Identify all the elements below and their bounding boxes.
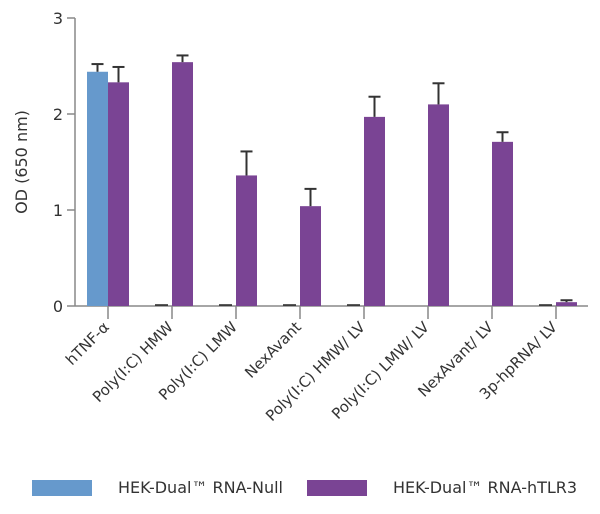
legend-swatch-null [32, 479, 92, 496]
bar-htlr3 [108, 82, 129, 306]
bar-htlr3 [300, 206, 321, 306]
y-axis-label: OD (650 nm) [12, 110, 31, 214]
x-tick-label: NexAvant [241, 318, 305, 382]
bar-htlr3 [428, 104, 449, 307]
legend-label-htlr3: HEK-Dual™ RNA-hTLR3 [393, 478, 578, 497]
y-tick-label: 3 [53, 9, 63, 28]
bar-htlr3 [172, 62, 193, 306]
bar-htlr3 [364, 116, 385, 306]
bar-htlr3 [236, 175, 257, 306]
legend-swatch-htlr3 [307, 479, 367, 496]
y-tick-label: 1 [53, 201, 63, 220]
legend-item-htlr3: HEK-Dual™ RNA-hTLR3 [307, 478, 577, 497]
bar-htlr3 [556, 302, 577, 306]
bar-htlr3 [492, 141, 513, 306]
legend-item-null: HEK-Dual™ RNA-Null [32, 478, 283, 497]
bar-null [87, 71, 108, 306]
legend: HEK-Dual™ RNA-Null HEK-Dual™ RNA-hTLR3 [0, 478, 600, 508]
x-tick-label: hTNF-α [62, 318, 113, 369]
y-tick-label: 2 [53, 105, 63, 124]
y-tick-label: 0 [53, 297, 63, 316]
legend-label-null: HEK-Dual™ RNA-Null [118, 478, 283, 497]
